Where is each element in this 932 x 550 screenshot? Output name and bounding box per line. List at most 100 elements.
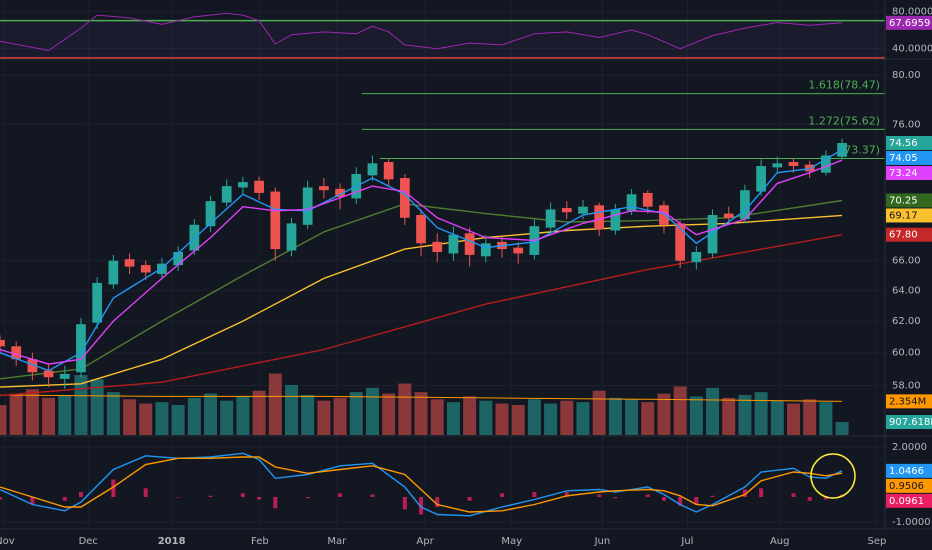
price-tag-bg — [886, 227, 932, 242]
price-tag: 73.24 — [889, 168, 918, 179]
price-tag-bg — [886, 394, 932, 409]
x-tick-label: Feb — [251, 536, 269, 547]
y-tick-label: 58.00 — [892, 380, 921, 391]
volume-bar — [689, 396, 703, 435]
candle-body — [221, 186, 232, 203]
volume-bar — [770, 400, 784, 435]
candle-body — [254, 180, 264, 193]
macd-histogram-bar — [143, 488, 148, 497]
price-tag: 1.0466 — [889, 466, 924, 477]
candle-body — [626, 194, 637, 211]
price-tag: 0.9506 — [889, 481, 924, 492]
macd-histogram-bar — [338, 493, 343, 497]
macd-histogram-bar — [273, 497, 278, 509]
macd-histogram-bar — [759, 488, 764, 497]
macd-histogram-bar — [678, 497, 683, 506]
candle-body — [27, 359, 38, 373]
candle-body — [270, 191, 281, 250]
volume-bar — [754, 392, 768, 435]
price-tag-bg — [886, 193, 932, 208]
candle-body — [545, 209, 556, 228]
x-tick-label: Sep — [867, 536, 886, 547]
candle-body — [108, 260, 119, 285]
macd-histogram-bar — [791, 493, 796, 497]
price-tag-bg — [886, 135, 932, 150]
candle-body — [594, 205, 605, 230]
volume-bar — [706, 387, 720, 435]
macd-histogram-bar — [435, 497, 440, 507]
volume-bar — [463, 396, 477, 435]
candle-body — [59, 373, 70, 379]
macd-histogram-bar — [176, 497, 181, 498]
price-tag: 907.618K — [889, 417, 932, 428]
x-tick-label: Jul — [680, 536, 693, 547]
price-tag: 69.17 — [889, 210, 918, 221]
volume-bar — [90, 379, 104, 435]
macd-histogram-bar — [30, 497, 35, 505]
candle-body — [772, 163, 783, 168]
y-tick-label: 60.00 — [892, 348, 921, 359]
candle-body — [238, 182, 248, 188]
x-tick-label: Nov — [0, 536, 15, 547]
rsi-band — [0, 20, 885, 59]
candle-body — [92, 282, 103, 323]
candle-body — [286, 223, 297, 251]
volume-bar — [187, 397, 201, 435]
price-tag: 67.6959 — [889, 18, 930, 29]
volume-bar — [738, 395, 752, 435]
price-tag: 70.25 — [889, 195, 918, 206]
macd-histogram-bar — [694, 497, 699, 505]
volume-bar — [139, 403, 153, 435]
volume-bar — [382, 393, 396, 435]
volume-bar — [592, 390, 606, 435]
x-tick-label: Jun — [594, 536, 611, 547]
volume-bar — [236, 396, 250, 435]
volume-bar — [414, 392, 428, 435]
y-tick-label: 80.00 — [892, 70, 921, 81]
candle-body — [319, 186, 329, 191]
volume-bar — [155, 402, 169, 435]
candle-body — [43, 370, 54, 378]
volume-bar — [268, 373, 282, 435]
volume-bar — [673, 386, 687, 435]
volume-bar — [317, 400, 331, 435]
macd-histogram-bar — [62, 497, 67, 501]
volume-bar — [398, 383, 412, 435]
candle-body — [302, 187, 313, 225]
volume-bar — [171, 405, 185, 435]
candle-body — [691, 251, 702, 263]
price-tag-bg — [886, 415, 932, 430]
volume-ma — [0, 394, 843, 402]
moving-average — [0, 214, 843, 388]
volume-bar — [576, 402, 590, 435]
volume-bar — [42, 397, 56, 435]
candle-body — [124, 259, 135, 267]
rsi-line — [0, 12, 843, 52]
fib-label: 1.272(75.62) — [808, 114, 880, 127]
y-tick-label: 40.0000 — [892, 44, 932, 55]
signal-line — [0, 456, 843, 513]
candle-body — [480, 243, 491, 257]
macd-histogram-bar — [305, 497, 310, 499]
macd-histogram-bar — [257, 497, 262, 500]
candle-body — [205, 201, 216, 227]
macd-histogram-bar — [807, 497, 812, 501]
macd-histogram-bar — [78, 492, 83, 497]
macd-histogram-bar — [500, 493, 505, 497]
macd-histogram-bar — [240, 493, 245, 497]
volume-bar — [252, 390, 266, 435]
x-tick-label: 2018 — [158, 536, 186, 547]
candle-body — [416, 214, 426, 244]
x-tick-label: Mar — [327, 536, 347, 547]
volume-bar — [430, 399, 444, 435]
macd-histogram-bar — [661, 497, 666, 501]
y-tick-label: 2.0000 — [892, 442, 927, 453]
volume-bar — [803, 399, 817, 435]
y-tick-label: 66.00 — [892, 256, 921, 267]
volume-bar — [544, 403, 558, 435]
price-tag: 67.80 — [889, 230, 918, 241]
volume-bar — [722, 397, 736, 435]
volume-bar — [106, 392, 120, 435]
macd-histogram-bar — [613, 497, 618, 499]
